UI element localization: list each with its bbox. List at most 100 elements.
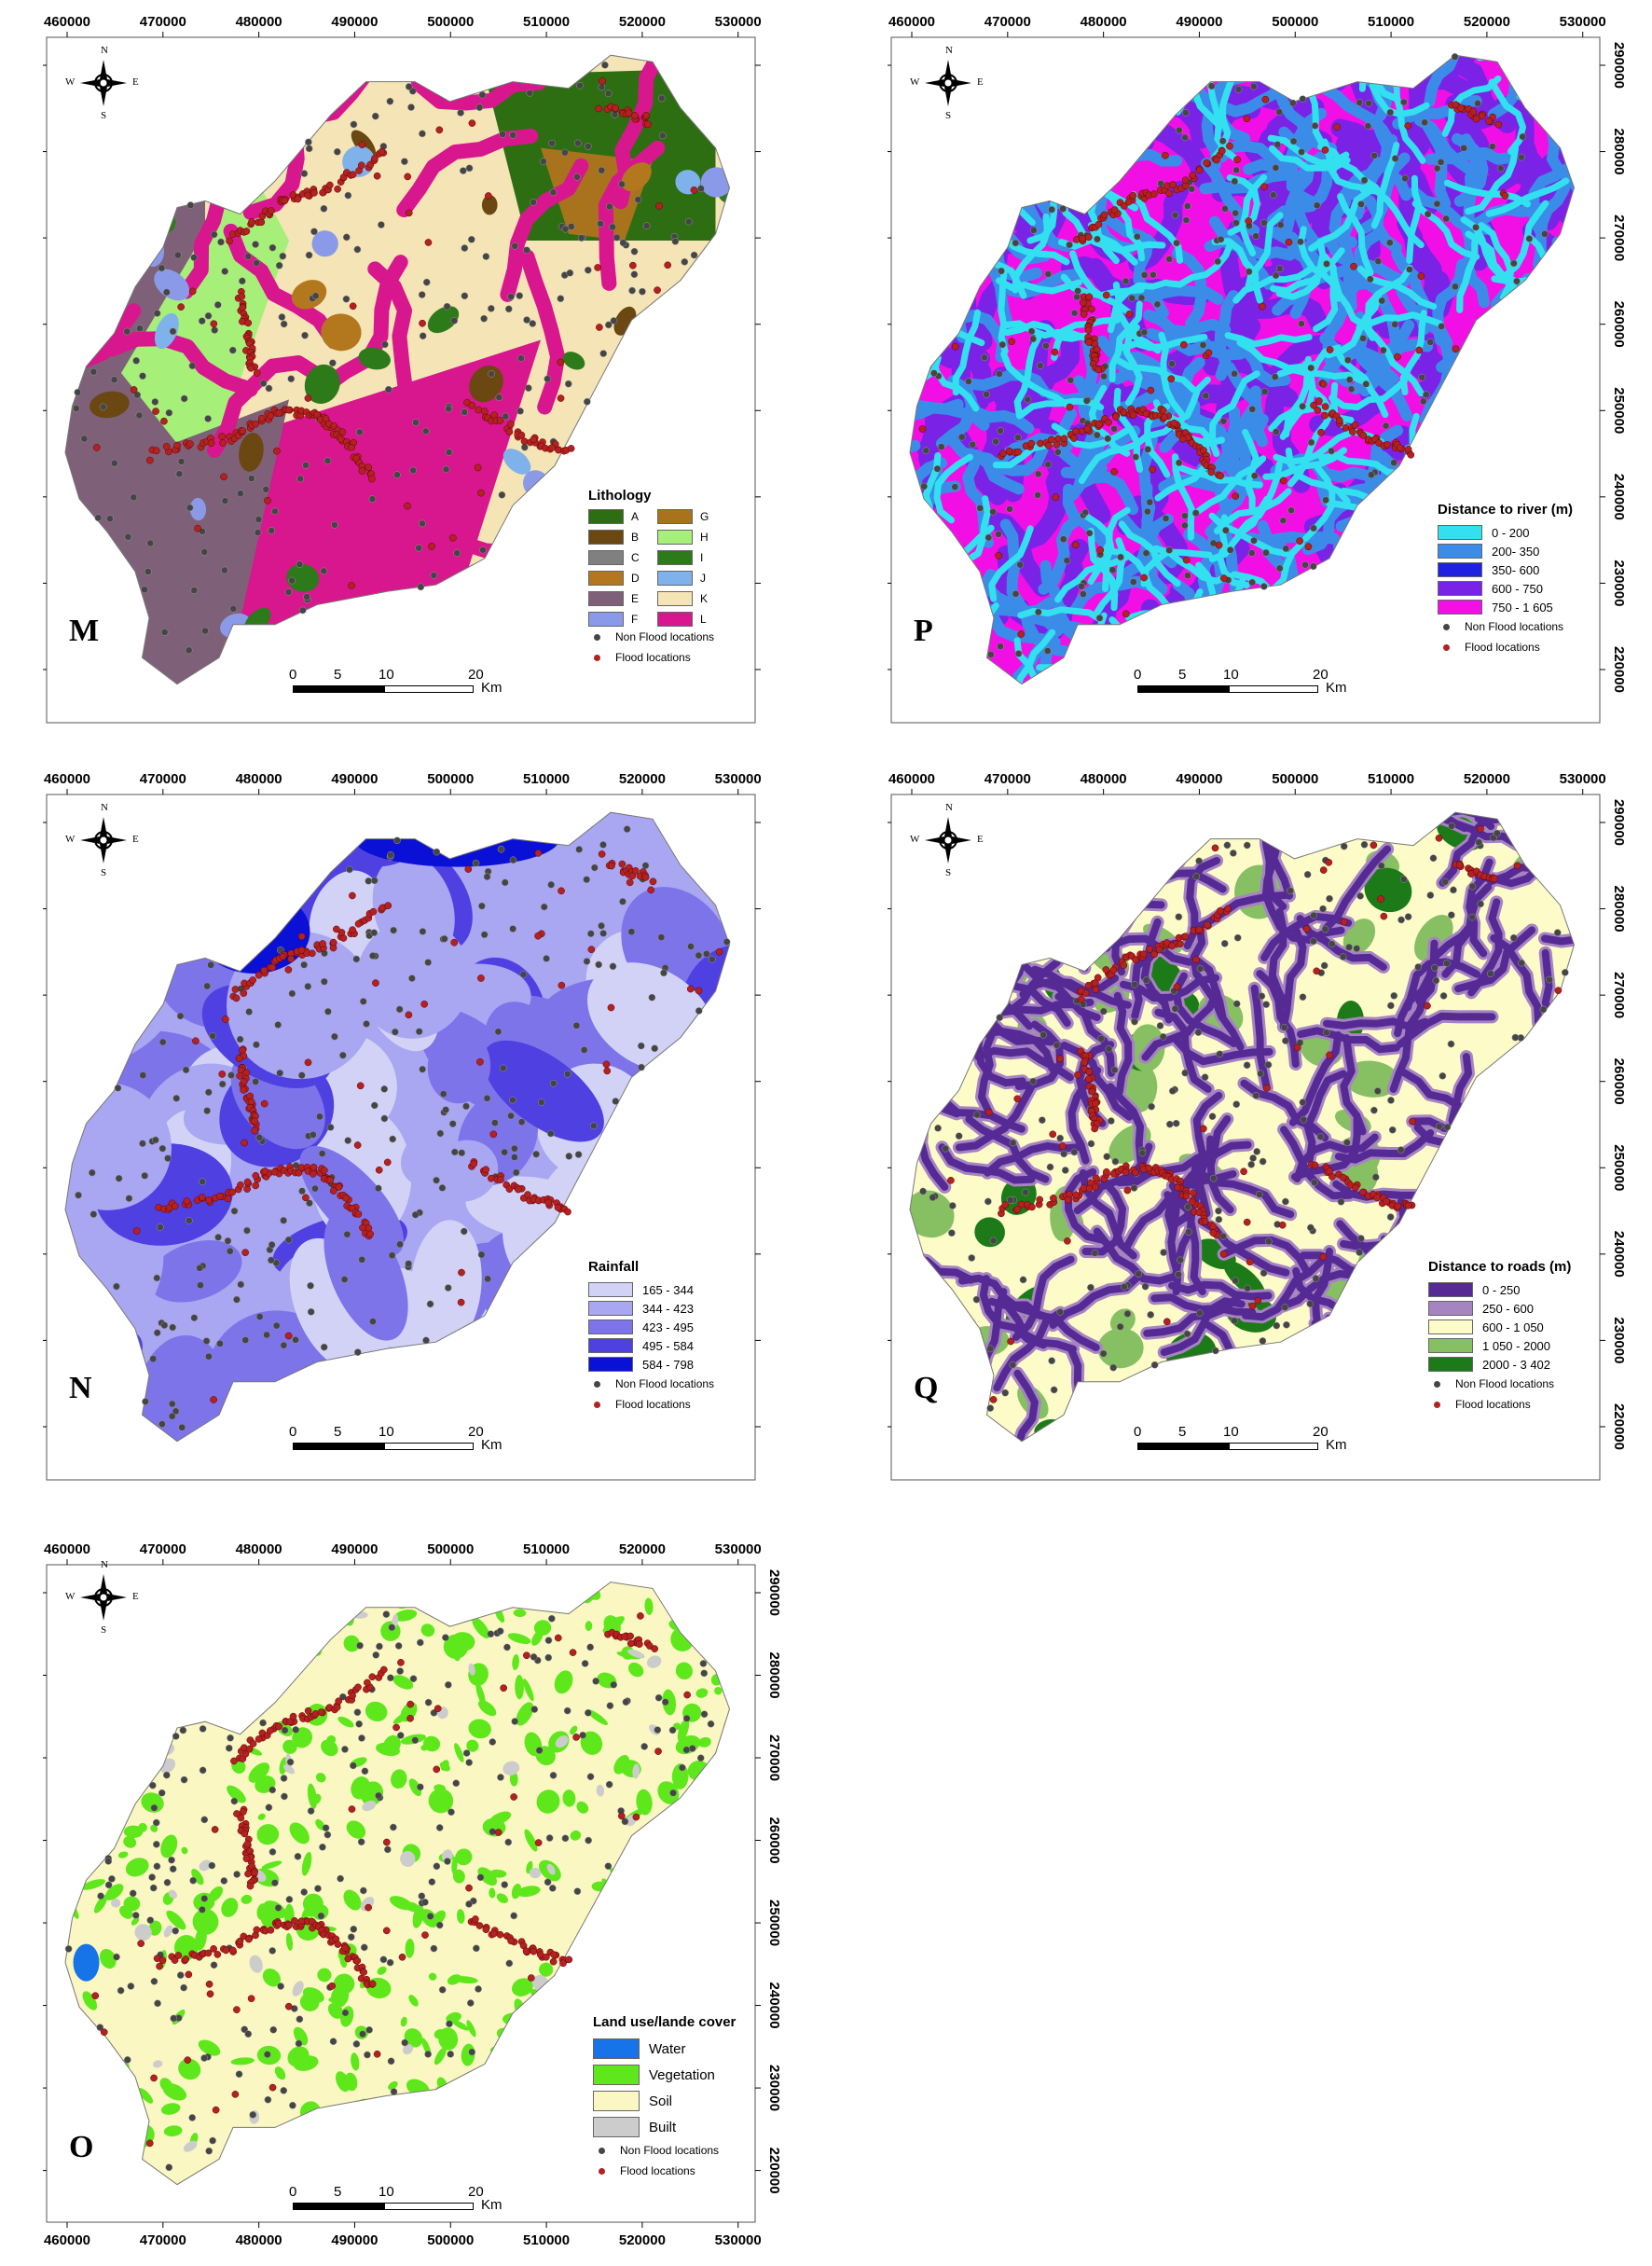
- flood-point: [1319, 380, 1328, 388]
- non-flood-point: [172, 1733, 180, 1740]
- non-flood-point: [1175, 126, 1183, 134]
- flood-point: [1189, 171, 1197, 179]
- legend-label: 600 - 750: [1492, 581, 1543, 596]
- non-flood-point: [168, 1856, 175, 1864]
- non-flood-dot-icon: [594, 1380, 600, 1388]
- compass-s: S: [945, 110, 952, 121]
- legend-swatch: [588, 1357, 633, 1372]
- non-flood-point: [637, 1042, 645, 1050]
- non-flood-point: [1297, 238, 1304, 246]
- flood-point: [1001, 1201, 1010, 1209]
- flood-point: [567, 445, 575, 452]
- legend-swatch: [593, 2038, 640, 2059]
- flood-point: [557, 358, 565, 366]
- flood-point: [231, 986, 240, 993]
- flood-point: [1182, 1192, 1191, 1200]
- basin-outline: [909, 811, 1576, 1443]
- non-flood-point: [1269, 191, 1277, 200]
- non-flood-point: [1215, 1207, 1222, 1215]
- non-flood-point: [349, 1762, 357, 1770]
- non-flood-point: [1165, 256, 1174, 263]
- non-flood-point: [245, 1008, 254, 1016]
- non-flood-point: [1175, 1270, 1182, 1278]
- flood-point: [1211, 844, 1219, 852]
- flood-point: [1048, 435, 1055, 444]
- non-flood-point: [1307, 364, 1315, 372]
- non-flood-point: [599, 350, 608, 357]
- flood-point: [1084, 326, 1093, 334]
- legend-label: 250 - 600: [1482, 1301, 1534, 1316]
- non-flood-point: [233, 1871, 241, 1878]
- non-flood-point: [472, 859, 480, 867]
- flood-point: [275, 408, 283, 417]
- non-flood-point: [1183, 202, 1191, 210]
- non-flood-point: [479, 546, 487, 554]
- non-flood-point: [424, 959, 433, 966]
- non-flood-point: [1388, 1126, 1397, 1134]
- non-flood-point: [158, 1038, 167, 1046]
- non-flood-point: [699, 1660, 708, 1667]
- non-flood-point: [1087, 1140, 1095, 1148]
- non-flood-point: [199, 1906, 206, 1914]
- x-tick-label: 460000: [888, 17, 935, 30]
- non-flood-point: [1525, 235, 1534, 242]
- flood-point: [1110, 206, 1119, 214]
- non-flood-point: [1056, 1134, 1065, 1142]
- legend-non-flood: Non Flood locations: [588, 627, 726, 647]
- flood-point: [1333, 123, 1341, 131]
- non-flood-point: [375, 1791, 382, 1800]
- non-flood-point: [1326, 894, 1333, 903]
- non-flood-point: [520, 443, 529, 451]
- flood-point: [1195, 926, 1204, 933]
- non-flood-point: [358, 1255, 366, 1264]
- legend-title: Rainfall: [588, 1259, 640, 1275]
- non-flood-point: [1447, 1040, 1455, 1048]
- non-flood-point: [477, 1250, 486, 1259]
- non-flood-point: [480, 931, 489, 939]
- non-flood-point: [356, 1641, 364, 1650]
- non-flood-point: [442, 1634, 449, 1641]
- non-flood-point: [303, 593, 310, 601]
- non-flood-point: [1475, 838, 1483, 847]
- flood-point: [219, 439, 227, 447]
- non-flood-point: [440, 934, 448, 943]
- legend-swatch: [657, 591, 693, 606]
- non-flood-point: [265, 1803, 273, 1812]
- non-flood-point: [419, 332, 427, 340]
- flood-point: [243, 1178, 252, 1186]
- flood-point: [1262, 1084, 1271, 1092]
- non-flood-point: [1313, 201, 1321, 210]
- flood-point: [507, 1937, 515, 1945]
- non-flood-point: [376, 1642, 383, 1651]
- non-flood-point: [64, 1945, 73, 1953]
- non-flood-point: [590, 864, 599, 872]
- flood-point: [226, 237, 233, 245]
- non-flood-point: [162, 288, 171, 297]
- flood-point: [1501, 192, 1509, 200]
- flood-point: [205, 1196, 213, 1204]
- non-flood-point: [1171, 1004, 1179, 1013]
- flood-point: [1085, 339, 1093, 346]
- legend-item: 584 - 798: [588, 1355, 714, 1374]
- flood-point: [173, 441, 182, 449]
- non-flood-point: [125, 1195, 133, 1202]
- non-flood-point: [1148, 1102, 1155, 1111]
- non-flood-point: [1027, 327, 1036, 336]
- non-flood-point: [537, 1098, 545, 1106]
- non-flood-point: [1323, 260, 1330, 268]
- flood-point: [273, 447, 281, 455]
- flood-point: [257, 414, 266, 422]
- flood-point: [373, 2050, 381, 2058]
- non-flood-point: [419, 130, 426, 138]
- flood-point: [1149, 465, 1156, 474]
- non-flood-point: [395, 1005, 404, 1014]
- non-flood-point: [1231, 1317, 1238, 1325]
- non-flood-point: [378, 221, 385, 228]
- legend-swatch: [1428, 1320, 1473, 1334]
- flood-point: [695, 987, 703, 995]
- legend-flood: Flood locations: [588, 1394, 714, 1415]
- legend-swatch: [588, 550, 624, 565]
- y-tick-label: 260000: [1611, 1058, 1627, 1105]
- non-flood-point: [169, 327, 177, 336]
- non-flood-point: [152, 1840, 160, 1848]
